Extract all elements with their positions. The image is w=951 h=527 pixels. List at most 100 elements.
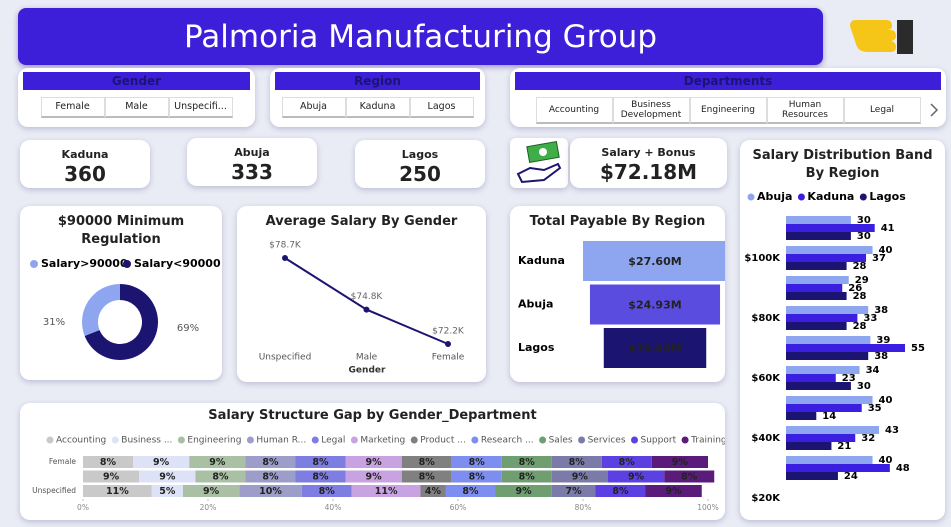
kpi-card: Lagos 250	[355, 140, 485, 188]
legend-marker	[177, 436, 185, 444]
data-label: 8%	[519, 457, 536, 468]
x-tick-label: 80%	[575, 503, 592, 512]
y-tick-label: $100K	[744, 253, 781, 264]
bar-segment	[451, 456, 502, 468]
slicer-title: Gender	[23, 72, 250, 90]
x-axis-label: Gender	[349, 366, 386, 376]
slicer-items: Abuja Kaduna Lagos	[270, 97, 485, 118]
data-label: 8%	[619, 457, 636, 468]
card-value: 360	[64, 162, 106, 186]
money-icon	[516, 140, 562, 184]
bar-segment	[401, 456, 452, 468]
legend-marker	[797, 193, 805, 201]
slicer-item[interactable]: Kaduna	[345, 97, 410, 118]
x-tick-label: Male	[356, 353, 378, 363]
data-label: 43	[885, 425, 899, 436]
slicer-item[interactable]: Accounting	[535, 97, 613, 124]
legend-marker	[30, 260, 38, 268]
y-tick-label: $40K	[751, 433, 781, 444]
chart: Abuja Kaduna Lagos304130$100K403728292628$…	[744, 190, 925, 504]
donut-slice	[84, 284, 159, 360]
data-label: $74.8K	[351, 292, 384, 302]
data-label: 8%	[612, 486, 629, 497]
bar	[786, 232, 851, 240]
bar-segment	[651, 456, 708, 468]
bar	[786, 306, 869, 314]
bar	[786, 292, 847, 300]
slicer-items: Accounting Business Development Engineerin…	[510, 97, 946, 124]
x-tick-label: 100%	[697, 503, 718, 512]
bar-segment	[151, 485, 183, 497]
bar	[589, 284, 721, 325]
data-label: 14	[822, 411, 836, 422]
bar	[786, 262, 847, 270]
slicer-item[interactable]: Business Development	[612, 97, 690, 124]
data-label: 24	[844, 471, 858, 482]
header: Palmoria Manufacturing Group	[18, 8, 823, 65]
bar	[786, 352, 869, 360]
data-label: 8%	[681, 472, 698, 483]
legend-label: Training	[690, 436, 725, 446]
chart-title: Salary Distribution Band By Region	[752, 148, 933, 181]
slicer-item[interactable]: Female	[40, 97, 105, 118]
bar-segment	[83, 470, 140, 483]
slicer-item[interactable]: Unspecifi...	[168, 97, 233, 118]
data-label: 31%	[43, 317, 65, 328]
bar	[786, 322, 847, 330]
data-label: 9%	[672, 457, 689, 468]
data-label: 10%	[259, 486, 282, 497]
card-label: Lagos	[401, 148, 439, 161]
data-label: 9%	[209, 457, 226, 468]
bar-segment	[595, 485, 646, 497]
legend-marker	[123, 260, 131, 268]
bar-segment	[301, 485, 352, 497]
slicer-title: Departments	[515, 72, 941, 90]
bar-segment	[195, 470, 246, 483]
data-label: 9%	[628, 472, 645, 483]
data-label: 69%	[177, 323, 199, 334]
x-tick-label: 20%	[200, 503, 217, 512]
bar-segment	[551, 485, 596, 497]
data-label: 8%	[419, 472, 436, 483]
data-label: 9%	[516, 486, 533, 497]
bar	[786, 412, 817, 420]
bar-segment	[295, 456, 346, 468]
legend-label: Support	[641, 436, 677, 446]
slicer-item[interactable]: Lagos	[409, 97, 474, 118]
slicer-item[interactable]: Human Resources	[766, 97, 844, 124]
bar-segment	[345, 470, 402, 483]
chart-title: Total Payable By Region	[529, 214, 706, 229]
data-label: 8%	[469, 457, 486, 468]
funnel-panel: Kaduna $27.60M Abuja $24.93M Lagos $19.64M Tot…	[510, 206, 725, 382]
bar-segment	[189, 456, 246, 468]
card-label: Kaduna	[61, 148, 109, 161]
bar-segment	[501, 456, 552, 468]
bar	[786, 456, 873, 464]
slicer-item[interactable]: Male	[104, 97, 169, 118]
card-label: Abuja	[234, 146, 270, 159]
slicer-item[interactable]: Legal	[843, 97, 921, 124]
legend-label: Product ...	[420, 436, 466, 446]
y-tick-label: Unspecified	[32, 486, 76, 495]
scroll-arrow[interactable]	[928, 102, 940, 118]
bar	[786, 344, 905, 352]
data-label: 5%	[159, 486, 176, 497]
bar-segment	[83, 456, 133, 468]
bar	[786, 284, 843, 292]
x-tick-label: 60%	[450, 503, 467, 512]
legend-label: Lagos	[869, 190, 906, 203]
legend-marker	[859, 193, 867, 201]
x-tick-label: Female	[432, 353, 465, 363]
slicer-item[interactable]: Engineering	[689, 97, 767, 124]
bar-segment	[239, 485, 302, 497]
bar-segment	[608, 470, 665, 483]
data-label: 8%	[569, 457, 586, 468]
data-label: 8%	[262, 457, 279, 468]
bar	[786, 434, 856, 442]
legend-label: Kaduna	[807, 190, 854, 203]
point	[282, 255, 288, 261]
slicer-item[interactable]: Abuja	[281, 97, 346, 118]
legend-marker	[246, 436, 254, 444]
legend-label: Sales	[549, 436, 573, 446]
data-label: 9%	[203, 486, 220, 497]
